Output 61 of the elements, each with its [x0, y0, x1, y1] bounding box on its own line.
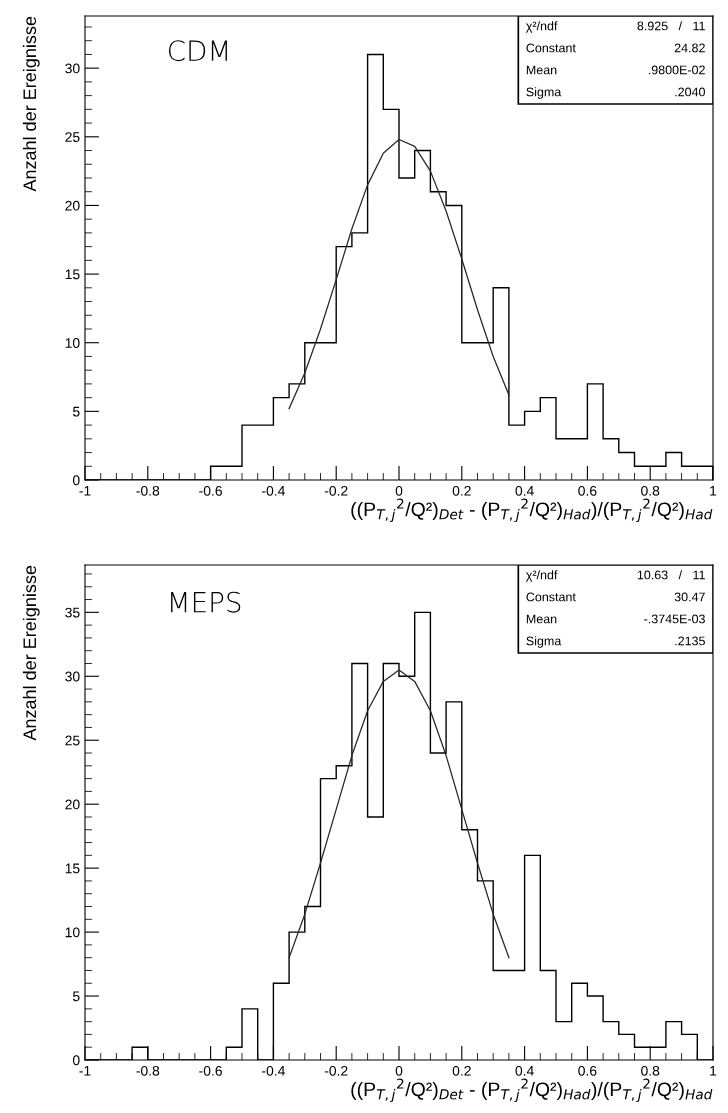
annotation: Constant: [526, 592, 576, 602]
annotation: MEPS: [171, 591, 241, 613]
x-tick-label: -0.8: [136, 485, 160, 496]
x-tick-label: 0.6: [578, 1065, 597, 1076]
x-tick-label: 1: [710, 486, 717, 496]
annotation: Sigma: [526, 636, 562, 648]
y-tick-label: 30: [65, 671, 80, 682]
x-tick-label: -0.8: [136, 1065, 160, 1076]
x-tick-label: 0.8: [641, 1065, 660, 1076]
annotation: -.3745E-03: [644, 614, 705, 624]
annotation: .2135: [675, 636, 705, 646]
annotation: 8.925 / 11: [637, 21, 705, 31]
y-tick-label: 10: [65, 927, 80, 938]
y-tick-label: 35: [65, 607, 80, 618]
y-axis-title: Anzahl der Ereignisse: [22, 565, 40, 741]
y-tick-label: 5: [72, 991, 80, 1002]
x-tick-label: 0.2: [452, 485, 471, 496]
x-tick-label: 0: [395, 1065, 403, 1076]
x-tick-label: -0.4: [262, 1065, 285, 1076]
x-tick-label: 0.6: [578, 485, 597, 496]
annotation: Mean: [526, 614, 557, 624]
annotation: 10.63 / 11: [637, 570, 705, 580]
x-tick-label: -0.6: [199, 1065, 222, 1076]
x-tick-label: -1: [79, 1066, 91, 1076]
x-tick-label: -1: [79, 486, 91, 496]
x-tick-label: 0.8: [641, 485, 660, 496]
text: ((P$_{T,j}$$^{2}$/Q²)$_{Det}$ - (P$_{T,j}$$^{2}$/Q²)$_{Had}$)/(P$_{T,j}$$^{2}$/Q²)$_{Had}$: [351, 498, 713, 523]
x-tick-label: -0.6: [199, 485, 222, 496]
y-tick-label: 15: [65, 863, 80, 874]
y-axis-title: Anzahl der Ereignisse: [22, 16, 40, 192]
annotation: χ²/ndf: [525, 21, 558, 33]
annotation: χ²/ndf: [525, 570, 558, 582]
y-tick-label: 0: [72, 475, 80, 486]
x-tick-label: 0: [395, 485, 403, 496]
x-tick-label: 0.4: [515, 485, 534, 496]
annotation: CDM: [168, 40, 227, 62]
y-tick-label: 25: [65, 735, 80, 746]
annotation: .9800E-02: [648, 65, 705, 75]
x-tick-label: -0.4: [262, 485, 285, 496]
annotation: 30.47: [674, 592, 705, 602]
x-tick-label: 0.4: [515, 1065, 534, 1076]
y-tick-label: 20: [65, 200, 80, 211]
y-tick-label: 25: [65, 132, 80, 142]
y-tick-label: 15: [65, 269, 80, 280]
y-tick-label: 30: [65, 63, 80, 74]
annotation: Constant: [526, 43, 576, 53]
annotation: .2040: [675, 87, 705, 97]
x-tick-label: 0.2: [452, 1065, 471, 1076]
annotation: Mean: [526, 65, 557, 75]
annotation: Sigma: [526, 87, 562, 99]
line-series: [288, 138, 510, 410]
annotation: 24.82: [674, 43, 705, 53]
y-tick-label: 20: [65, 799, 80, 810]
y-tick-label: 0: [72, 1055, 80, 1066]
x-tick-label: -0.2: [324, 1065, 348, 1076]
x-tick-label: -0.2: [324, 485, 348, 496]
text: ((P$_{T,j}$$^{2}$/Q²)$_{Det}$ - (P$_{T,j}$$^{2}$/Q²)$_{Had}$)/(P$_{T,j}$$^{2}$/Q²)$_{Had}$: [351, 1078, 713, 1103]
line-series: [288, 669, 510, 959]
x-tick-label: 1: [710, 1066, 717, 1076]
y-tick-label: 10: [65, 338, 80, 348]
y-tick-label: 5: [72, 406, 80, 417]
